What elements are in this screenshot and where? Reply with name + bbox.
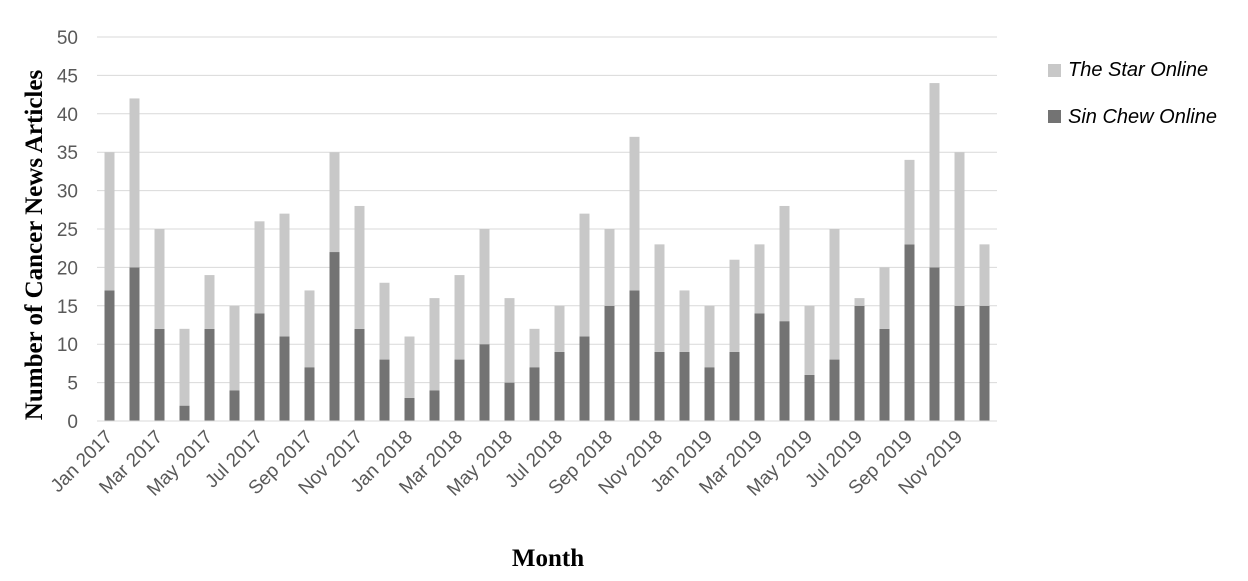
bar-sin-chew-online-sep-2017	[304, 367, 315, 421]
bar-the-star-online-feb-2018	[429, 298, 440, 391]
bar-the-star-online-may-2018	[504, 298, 515, 383]
bar-the-star-online-oct-2017	[329, 152, 340, 253]
bar-the-star-online-mar-2017	[154, 229, 165, 329]
bar-sin-chew-online-oct-2017	[329, 252, 340, 421]
bar-the-star-online-oct-2018	[629, 136, 640, 291]
y-axis-ticks: 0 5 10 15 20 25 30 35 40 45 50	[57, 28, 78, 433]
bar-sin-chew-online-apr-2018	[479, 344, 490, 421]
bar-sin-chew-online-jan-2017	[104, 290, 115, 421]
bar-sin-chew-online-jun-2018	[529, 367, 540, 421]
bar-the-star-online-apr-2019	[779, 205, 790, 322]
bar-sin-chew-online-dec-2018	[679, 351, 690, 421]
bar-sin-chew-online-aug-2017	[279, 336, 290, 421]
x-axis-title: Month	[512, 545, 584, 572]
bar-the-star-online-feb-2017	[129, 98, 140, 268]
bar-sin-chew-online-feb-2019	[729, 351, 740, 421]
bars	[104, 83, 990, 421]
bar-the-star-online-jun-2018	[529, 328, 540, 368]
bar-sin-chew-online-jul-2018	[554, 351, 565, 421]
bar-the-star-online-jun-2017	[229, 305, 240, 391]
bar-the-star-online-jan-2017	[104, 152, 115, 291]
bar-the-star-online-mar-2019	[754, 244, 765, 314]
bar-the-star-online-jun-2019	[829, 229, 840, 360]
bar-sin-chew-online-jul-2019	[854, 305, 865, 421]
bar-the-star-online-nov-2017	[354, 205, 365, 329]
legend-swatch-sin-chew-online	[1048, 110, 1061, 123]
bar-the-star-online-nov-2018	[654, 244, 665, 352]
bar-the-star-online-dec-2017	[379, 282, 390, 360]
bar-sin-chew-online-oct-2019	[929, 267, 940, 421]
bar-sin-chew-online-feb-2018	[429, 390, 440, 421]
bar-sin-chew-online-may-2019	[804, 374, 815, 421]
bar-the-star-online-nov-2019	[954, 152, 965, 306]
bar-sin-chew-online-jan-2019	[704, 367, 715, 421]
legend-swatch-the-star-online	[1048, 64, 1061, 77]
bar-the-star-online-mar-2018	[454, 275, 465, 360]
bar-the-star-online-jul-2017	[254, 221, 265, 314]
bar-sin-chew-online-dec-2019	[979, 305, 990, 421]
bar-the-star-online-jul-2019	[854, 298, 865, 306]
bar-sin-chew-online-aug-2018	[579, 336, 590, 421]
bar-the-star-online-apr-2017	[179, 328, 190, 406]
bar-the-star-online-dec-2018	[679, 290, 690, 352]
y-tick-label: 35	[57, 143, 78, 164]
bar-sin-chew-online-mar-2019	[754, 313, 765, 421]
bar-the-star-online-aug-2018	[579, 213, 590, 337]
y-tick-label: 40	[57, 105, 78, 126]
bar-the-star-online-jul-2018	[554, 305, 565, 352]
bar-the-star-online-aug-2017	[279, 213, 290, 337]
bar-the-star-online-jan-2018	[404, 336, 415, 398]
bar-the-star-online-may-2017	[204, 275, 215, 329]
bar-sin-chew-online-sep-2018	[604, 305, 615, 421]
legend-label-the-star-online: The Star Online	[1068, 59, 1208, 81]
y-axis-title: Number of Cancer News Articles	[21, 70, 48, 421]
bar-sin-chew-online-jun-2017	[229, 390, 240, 421]
y-tick-label: 10	[57, 335, 78, 356]
bar-the-star-online-aug-2019	[879, 267, 890, 329]
bar-sin-chew-online-nov-2019	[954, 305, 965, 421]
bar-sin-chew-online-oct-2018	[629, 290, 640, 421]
bar-sin-chew-online-mar-2017	[154, 328, 165, 421]
bar-sin-chew-online-nov-2017	[354, 328, 365, 421]
bar-the-star-online-sep-2019	[904, 159, 915, 245]
bar-sin-chew-online-aug-2019	[879, 328, 890, 421]
y-tick-label: 0	[67, 412, 78, 433]
y-tick-label: 15	[57, 297, 78, 318]
bar-the-star-online-jan-2019	[704, 305, 715, 368]
y-tick-label: 20	[57, 258, 78, 279]
y-tick-label: 30	[57, 182, 78, 203]
bar-the-star-online-oct-2019	[929, 83, 940, 268]
bar-the-star-online-feb-2019	[729, 259, 740, 352]
y-tick-label: 45	[57, 66, 78, 87]
bar-sin-chew-online-sep-2019	[904, 244, 915, 421]
bar-sin-chew-online-apr-2017	[179, 405, 190, 421]
bar-sin-chew-online-apr-2019	[779, 321, 790, 421]
bar-sin-chew-online-feb-2017	[129, 267, 140, 421]
bar-sin-chew-online-nov-2018	[654, 351, 665, 421]
y-tick-label: 5	[67, 374, 78, 395]
bar-sin-chew-online-may-2017	[204, 328, 215, 421]
y-tick-label: 50	[57, 28, 78, 49]
bar-the-star-online-may-2019	[804, 305, 815, 375]
legend-label-sin-chew-online: Sin Chew Online	[1068, 106, 1217, 128]
bar-sin-chew-online-may-2018	[504, 382, 515, 421]
bar-the-star-online-apr-2018	[479, 229, 490, 345]
legend: The Star Online Sin Chew Online	[1048, 59, 1217, 128]
bar-sin-chew-online-jun-2019	[829, 359, 840, 421]
bar-sin-chew-online-jan-2018	[404, 397, 415, 421]
y-tick-label: 25	[57, 220, 78, 241]
bar-the-star-online-sep-2018	[604, 229, 615, 306]
bar-the-star-online-sep-2017	[304, 290, 315, 368]
bar-the-star-online-dec-2019	[979, 244, 990, 306]
bar-sin-chew-online-dec-2017	[379, 359, 390, 421]
gridlines	[97, 36, 997, 384]
bar-sin-chew-online-mar-2018	[454, 359, 465, 421]
bar-sin-chew-online-jul-2017	[254, 313, 265, 421]
